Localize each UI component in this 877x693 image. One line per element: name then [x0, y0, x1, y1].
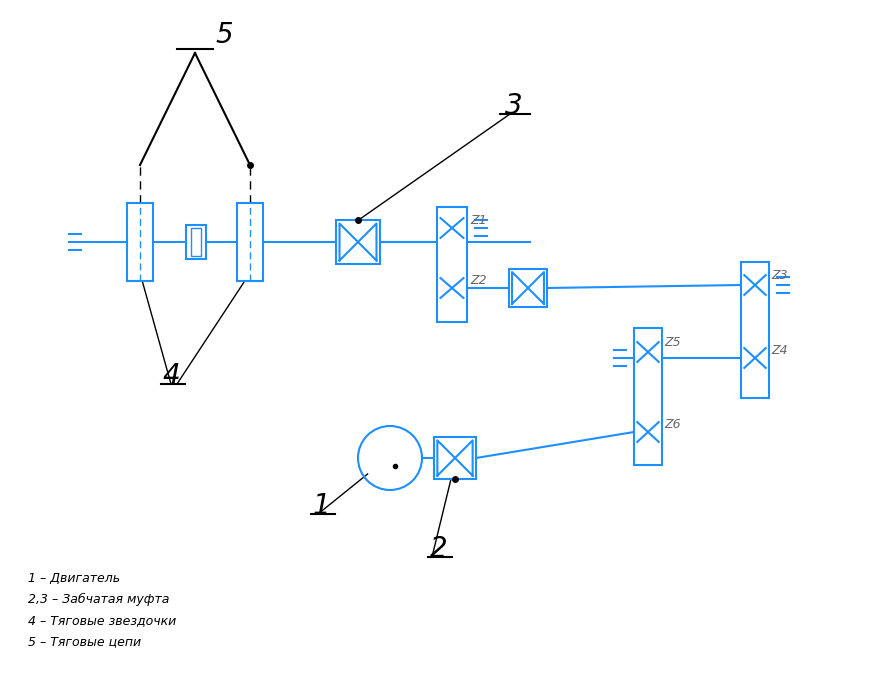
- FancyBboxPatch shape: [509, 269, 546, 307]
- Text: 1: 1: [312, 492, 331, 520]
- FancyBboxPatch shape: [740, 262, 768, 398]
- Text: Z5: Z5: [663, 336, 680, 349]
- Text: 2,3 – Забчатая муфта: 2,3 – Забчатая муфта: [28, 593, 169, 606]
- FancyBboxPatch shape: [336, 220, 380, 264]
- Text: 4 – Тяговые звездочки: 4 – Тяговые звездочки: [28, 614, 176, 627]
- FancyBboxPatch shape: [437, 207, 467, 322]
- FancyBboxPatch shape: [191, 227, 201, 256]
- Text: Z6: Z6: [663, 418, 680, 431]
- FancyBboxPatch shape: [127, 203, 153, 281]
- Text: Z1: Z1: [469, 214, 486, 227]
- FancyBboxPatch shape: [237, 203, 263, 281]
- Text: Z2: Z2: [469, 274, 486, 287]
- FancyBboxPatch shape: [633, 328, 661, 465]
- Text: 5 – Тяговые цепи: 5 – Тяговые цепи: [28, 635, 141, 648]
- FancyBboxPatch shape: [186, 225, 206, 259]
- Text: 2: 2: [430, 535, 447, 563]
- Text: 5: 5: [215, 21, 232, 49]
- Text: 4: 4: [163, 362, 181, 390]
- FancyBboxPatch shape: [433, 437, 475, 479]
- Text: Z4: Z4: [770, 344, 787, 357]
- Text: 3: 3: [504, 92, 522, 120]
- Text: Z3: Z3: [770, 269, 787, 282]
- Text: 1 – Двигатель: 1 – Двигатель: [28, 572, 120, 585]
